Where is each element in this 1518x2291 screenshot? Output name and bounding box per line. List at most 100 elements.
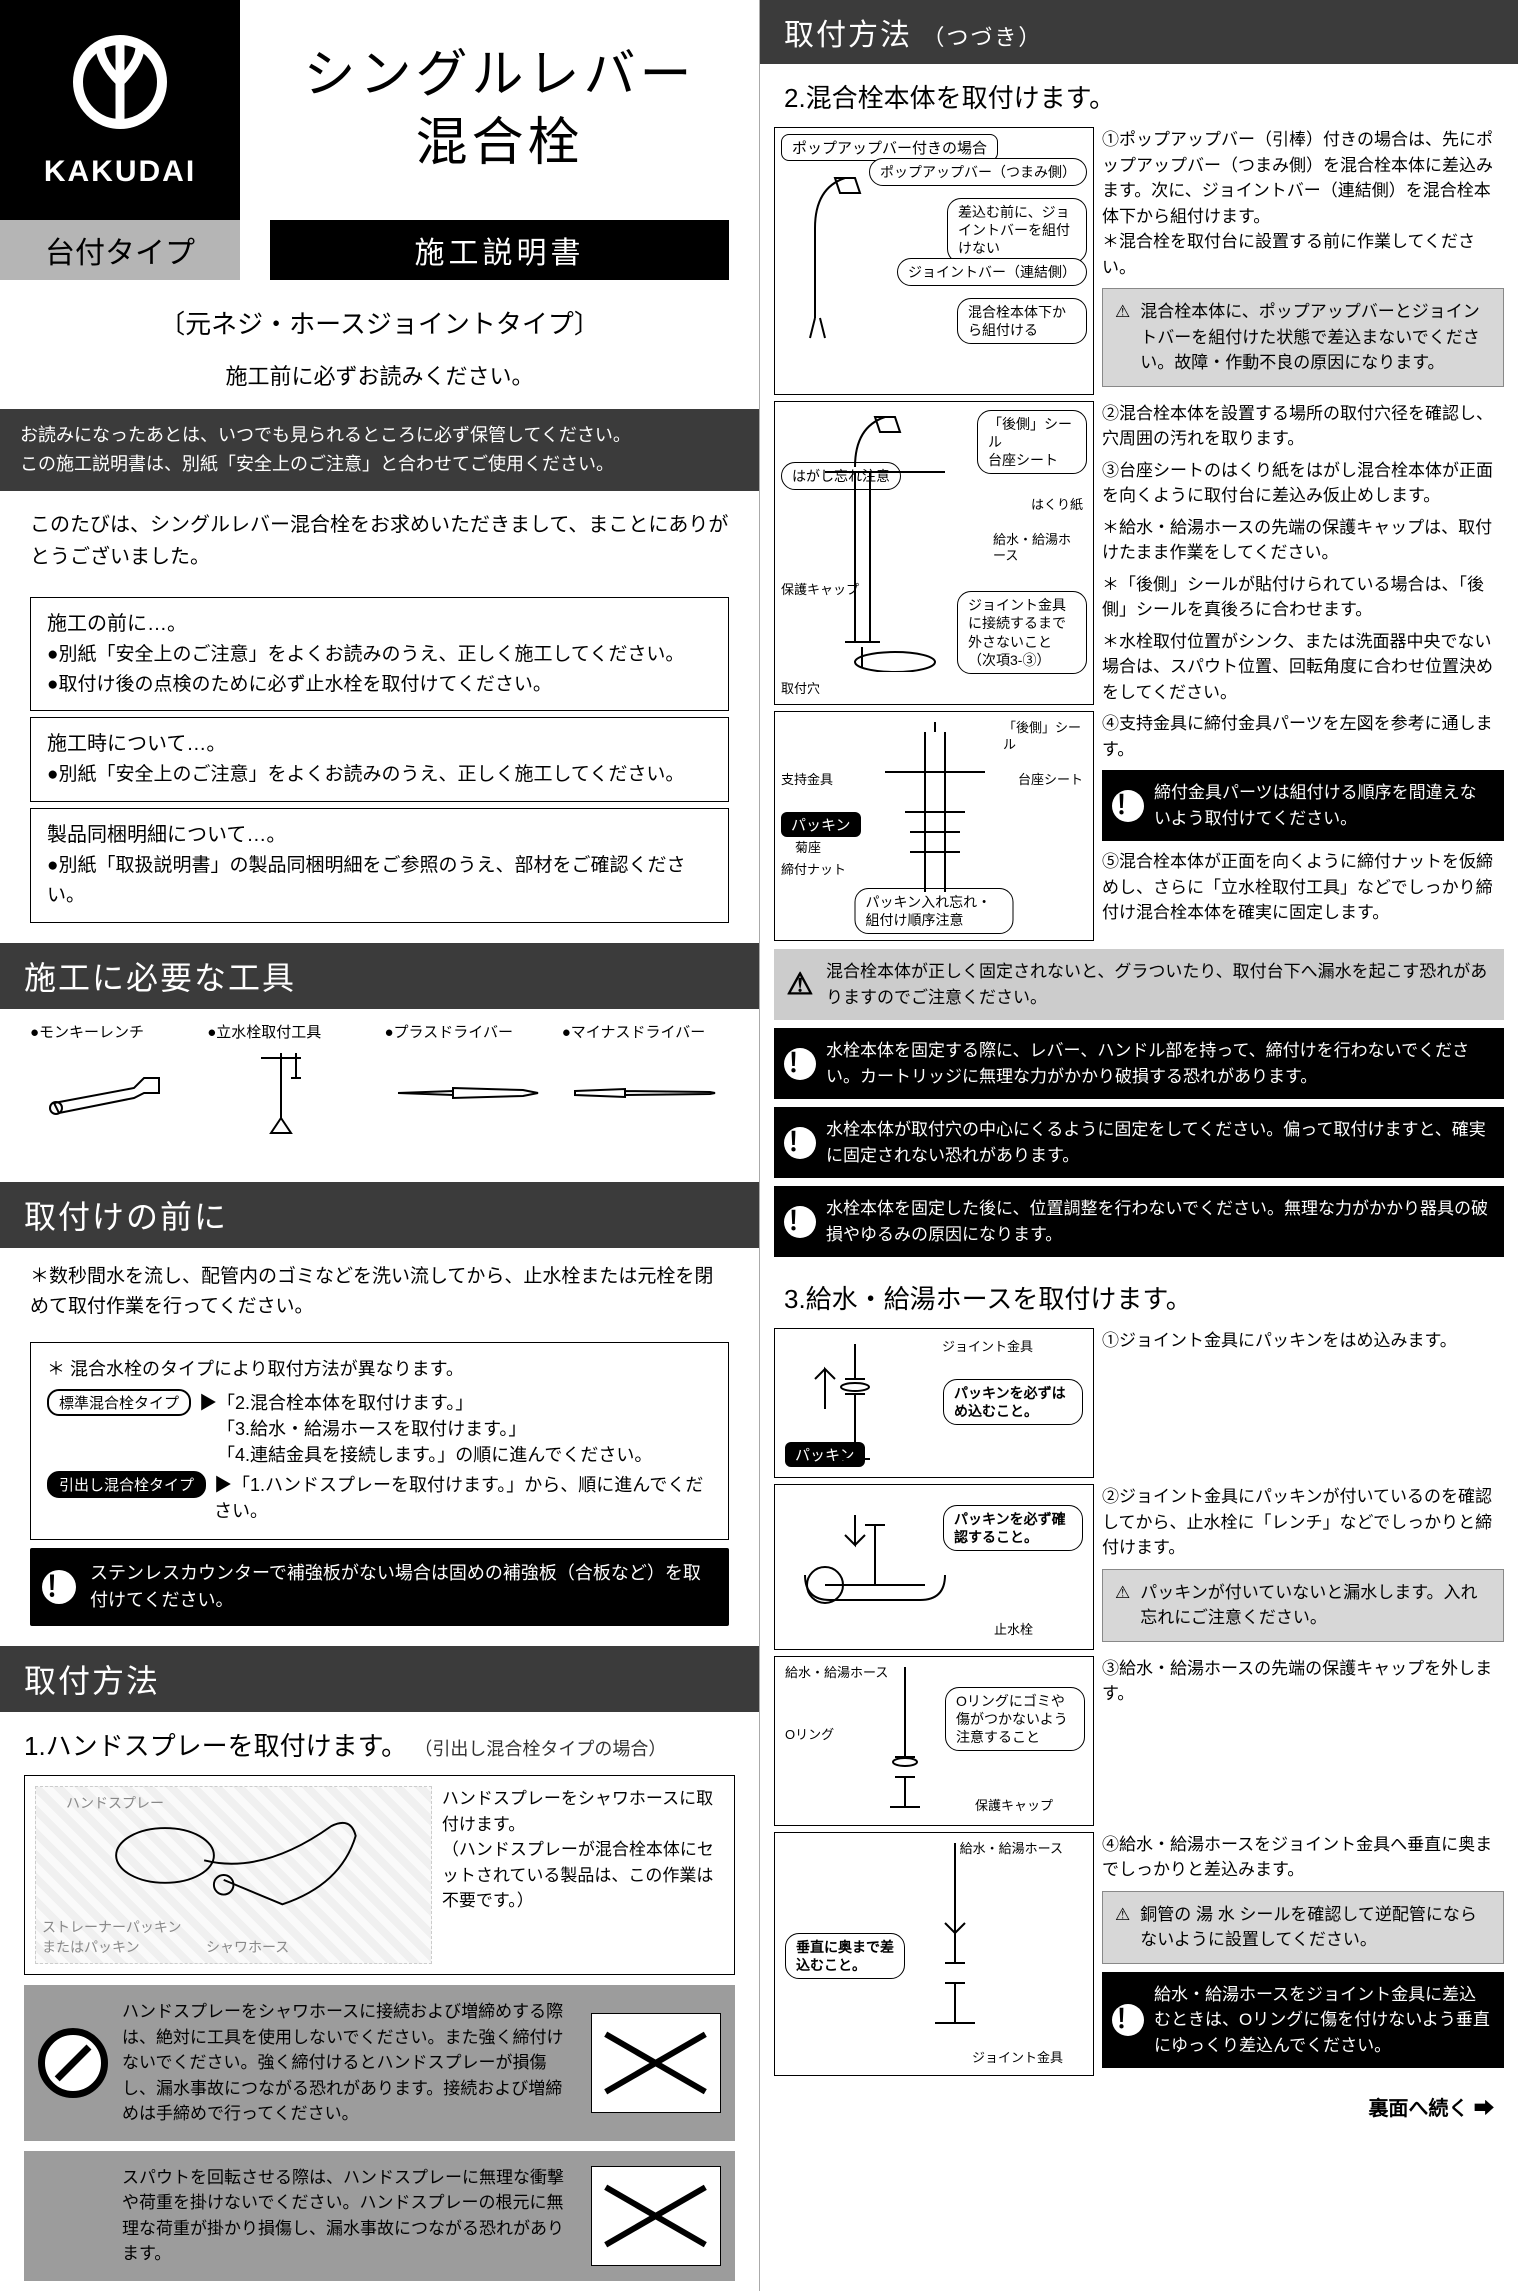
logo-mark-icon — [70, 32, 170, 147]
std-2: 「3.給水・給湯ホースを取付けます。」 — [199, 1415, 652, 1441]
box-during-install: 施工時について…。 ●別紙「安全上のご注意」をよくお読みのうえ、正しく施工してく… — [30, 717, 729, 801]
page: KAKUDAI シングルレバー 混合栓 台付タイプ 施工説明書 〔元ネジ・ホース… — [0, 0, 1518, 2291]
box-parts-list: 製品同梱明細について…。 ●別紙「取扱説明書」の製品同梱明細をご参照のうえ、部材… — [30, 808, 729, 923]
s2b1: 締付金具パーツは組付ける順序を間違えないよう取付けてください。 — [1154, 783, 1477, 828]
step2-text-c: ④支持金具に締付金具パーツを左図を参考に通します。 ！ 締付金具パーツは組付ける… — [1102, 711, 1504, 941]
lbl-2c-1: 「後側」シール — [1003, 720, 1083, 754]
lbl-2a-2: 差込む前に、ジョイントバーを組付けない — [947, 198, 1087, 263]
box2-b1: ●別紙「安全上のご注意」をよくお読みのうえ、正しく施工してください。 — [47, 760, 712, 790]
s2r2-2: ③台座シートのはくり紙をはがし混合栓本体が正面を向くように取付台に差込み仮止めし… — [1102, 458, 1504, 509]
hose-icon-d — [915, 1843, 995, 2033]
std-1: ▶「2.混合栓本体を取付けます。」 — [199, 1389, 652, 1415]
tools-section-title: 施工に必要な工具 — [0, 943, 759, 1009]
exclaim-icon: ！ — [784, 1048, 816, 1080]
right-head-text: 取付方法 — [784, 19, 912, 52]
step1-d2: （ハンドスプレーが混合栓本体にセットされている製品は、この作業は不要です。） — [442, 1837, 724, 1914]
exclaim-icon: ！ — [1112, 2004, 1144, 2036]
s2r1-1: ①ポップアップバー（引棒）付きの場合は、先にポップアップバー（つまみ側）を混合栓… — [1102, 127, 1504, 229]
box2-head: 施工時について…。 — [47, 728, 712, 760]
keep-notice: お読みになったあとは、いつでも見られるところに必ず保管してください。 この施工説… — [0, 409, 759, 491]
prohibit-thumb-2 — [591, 2166, 721, 2266]
lbl-2b-8: ジョイント金具に接続するまで外さないこと（次項3-③） — [957, 591, 1087, 674]
faucet-tool-icon — [207, 1048, 374, 1138]
popup-badge: ポップアップバー付きの場合 — [781, 134, 998, 161]
step3-row-c: 給水・給湯ホース Oリング Oリングにゴミや傷がつかないよう注意すること 保護キ… — [774, 1656, 1504, 1826]
step3-black2: ！ 給水・給湯ホースをジョイント金具に差込むときは、Oリングに傷を付けないよう垂… — [1102, 1972, 1504, 2069]
lbl-2a-3: ジョイントバー（連結側） — [897, 258, 1087, 286]
std-steps: ▶「2.混合栓本体を取付けます。」 「3.給水・給湯ホースを取付けます。」 「4… — [199, 1389, 652, 1467]
step2-dia-b: 「後側」シール台座シート はがし忘れ注意 はくり紙 給水・給湯ホース 保護キャッ… — [774, 401, 1094, 706]
s3r4: ④給水・給湯ホースをジョイント金具へ垂直に奥までしっかりと差込みます。 — [1102, 1832, 1504, 1883]
step1-title-text: 1.ハンドスプレーを取付けます。 — [24, 1731, 407, 1761]
lbl-3b-1: パッキンを必ず確認すること。 — [943, 1505, 1083, 1551]
footer-continue: 裏面へ続く ➡ — [760, 2082, 1518, 2131]
lbl-3d-2: 垂直に奥まで差込むこと。 — [785, 1933, 905, 1979]
tool3-label: ●プラスドライバー — [385, 1021, 552, 1042]
prohibit-thumb-1 — [591, 2013, 721, 2113]
step3-dia-c: 給水・給湯ホース Oリング Oリングにゴミや傷がつかないよう注意すること 保護キ… — [774, 1656, 1094, 1826]
flush-note: ＊数秒間水を流し、配管内のゴミなどを洗い流してから、止水栓または元栓を閉めて取付… — [0, 1248, 759, 1337]
lbl-2b-7: 取付穴 — [781, 681, 820, 698]
right-head-sub: （つづき） — [922, 25, 1042, 50]
prohibit-icon — [38, 2028, 108, 2098]
s2r2-1: ②混合栓本体を設置する場所の取付穴径を確認し、穴周囲の汚れを取ります。 — [1102, 401, 1504, 452]
faucet-icon-b — [815, 412, 955, 672]
thanks-message: このたびは、シングルレバー混合栓をお求めいただきまして、まことにありがとうござい… — [0, 491, 759, 591]
faucet-icon-a — [785, 168, 905, 348]
std-3: 「4.連結金具を接続します。」の順に進んでください。 — [199, 1441, 652, 1467]
type-std-row: 標準混合栓タイプ ▶「2.混合栓本体を取付けます。」 「3.給水・給湯ホースを取… — [47, 1389, 712, 1467]
step2-dia-c: 「後側」シール 支持金具 台座シート パッキン 菊座 締付ナット パッキン入れ忘… — [774, 711, 1094, 941]
tool-flathead: ●マイナスドライバー — [562, 1021, 729, 1138]
cg1: 混合栓本体が正しく固定されないと、グラついたり、取付台下へ漏水を起こす恐れがあり… — [826, 962, 1487, 1007]
type-block: ＊ 混合水栓のタイプにより取付方法が異なります。 標準混合栓タイプ ▶「2.混合… — [30, 1342, 729, 1540]
counter-warn-text: ステンレスカウンターで補強板がない場合は固めの補強板（合板など）を取付けてくださ… — [90, 1563, 701, 1610]
pull-1: ▶「1.ハンドスプレーを取付けます。」から、順に進んでください。 — [214, 1471, 712, 1523]
s3g1: パッキンが付いていないと漏水します。入れ忘れにご注意ください。 — [1140, 1580, 1491, 1631]
step1-figure: ハンドスプレー ストレーナーパッキンまたはパッキン シャワホース — [35, 1786, 432, 1964]
hose-icon-c — [865, 1667, 945, 1817]
counter-warning: ！ ステンレスカウンターで補強板がない場合は固めの補強板（合板など）を取付けてく… — [30, 1548, 729, 1626]
warn-triangle-icon: ⚠ — [1115, 1902, 1130, 1953]
lbl-2c-6: 締付ナット — [781, 862, 846, 879]
handspray-icon — [36, 1787, 431, 1963]
lbl-3d-3: ジョイント金具 — [972, 2050, 1063, 2067]
step2-gray1: ⚠ 混合栓本体に、ポップアップバーとジョイントバーを組付けた状態で差込まないでく… — [1102, 288, 1504, 387]
s2r1-2: ＊混合栓を取付台に設置する前に作業してください。 — [1102, 229, 1504, 280]
logo: KAKUDAI — [0, 0, 240, 220]
step1-d1: ハンドスプレーをシャワホースに取付けます。 — [442, 1786, 724, 1837]
lbl-3a-1: ジョイント金具 — [942, 1339, 1033, 1356]
lbl-2b-1: 「後側」シール台座シート — [977, 410, 1087, 475]
s3g2: 銅管の 湯 水 シールを確認して逆配管にならないように設置してください。 — [1140, 1902, 1491, 1953]
cb3: 水栓本体を固定した後に、位置調整を行わないでください。無理な力がかかり器具の破損… — [826, 1199, 1488, 1244]
variant-bracket: 〔元ネジ・ホースジョイントタイプ〕 — [0, 304, 759, 341]
step2-black1: ！ 締付金具パーツは組付ける順序を間違えないよう取付けてください。 — [1102, 770, 1504, 841]
step3-row-d: 給水・給湯ホース 垂直に奥まで差込むこと。 ジョイント金具 ④給水・給湯ホースを… — [774, 1832, 1504, 2077]
cb1: 水栓本体を固定する際に、レバー、ハンドル部を持って、締付けを行わないでください。… — [826, 1041, 1469, 1086]
lbl-2c-3: 台座シート — [1018, 772, 1083, 789]
box1-b1: ●別紙「安全上のご注意」をよくお読みのうえ、正しく施工してください。 — [47, 640, 712, 670]
lbl-2c-5: 菊座 — [795, 840, 821, 857]
exclaim-icon: ！ — [784, 1206, 816, 1238]
exclaim-icon: ！ — [42, 1570, 76, 1604]
step2-row-a: ポップアップバー付きの場合 ポップアップバー（つまみ側） 差込む前に、ジョイント… — [774, 127, 1504, 395]
step3-gray1: ⚠ パッキンが付いていないと漏水します。入れ忘れにご注意ください。 — [1102, 1569, 1504, 1642]
exclaim-icon: ！ — [784, 1127, 816, 1159]
lbl-3c-3: Oリングにゴミや傷がつかないよう注意すること — [945, 1687, 1085, 1752]
std-badge: 標準混合栓タイプ — [47, 1389, 191, 1416]
keep-line1: お読みになったあとは、いつでも見られるところに必ず保管してください。 — [20, 421, 739, 450]
s2r2-5: ＊水栓取付位置がシンク、または洗面器中央でない場合は、スパウト位置、回転角度に合… — [1102, 629, 1504, 706]
right-column: 取付方法 （つづき） 2.混合栓本体を取付けます。 ポップアップバー付きの場合 … — [759, 0, 1518, 2291]
doc-type-label: 施工説明書 — [270, 220, 729, 280]
caution-g1: ⚠ 混合栓本体が正しく固定されないと、グラついたり、取付台下へ漏水を起こす恐れが… — [774, 949, 1504, 1020]
lbl-3c-2: Oリング — [785, 1727, 834, 1744]
tool1-label: ●モンキーレンチ — [30, 1021, 197, 1042]
step2-row-b: 「後側」シール台座シート はがし忘れ注意 はくり紙 給水・給湯ホース 保護キャッ… — [774, 401, 1504, 706]
tool4-label: ●マイナスドライバー — [562, 1021, 729, 1042]
step3-row-b: パッキンを必ず確認すること。 止水栓 ②ジョイント金具にパッキンが付いているのを… — [774, 1484, 1504, 1650]
header: KAKUDAI シングルレバー 混合栓 — [0, 0, 759, 220]
step3-title: 3.給水・給湯ホースを取付けます。 — [760, 1265, 1518, 1322]
subtype-row: 台付タイプ 施工説明書 — [0, 220, 759, 280]
prohibit2-text: スパウトを回転させる際は、ハンドスプレーに無理な衝撃や荷重を掛けないでください。… — [122, 2165, 577, 2267]
subtype-gray: 台付タイプ — [0, 220, 240, 280]
s3r2: ②ジョイント金具にパッキンが付いているのを確認してから、止水栓に「レンチ」などで… — [1102, 1484, 1504, 1561]
